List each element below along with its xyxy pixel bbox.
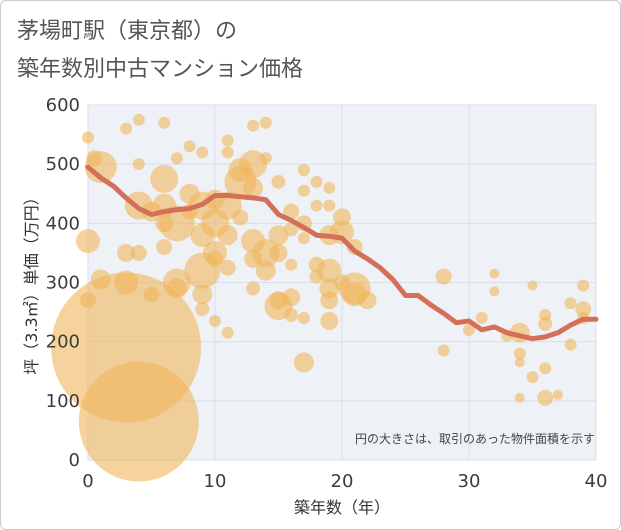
data-bubble <box>283 203 300 220</box>
data-bubble <box>78 361 199 482</box>
data-bubble <box>537 389 554 406</box>
data-bubble <box>475 312 488 324</box>
data-bubble <box>282 288 301 307</box>
data-bubble <box>120 122 133 135</box>
data-bubble <box>317 258 342 283</box>
data-bubble <box>143 286 160 303</box>
bubble-layer <box>51 113 592 482</box>
data-bubble <box>489 286 500 297</box>
chart-title-line2: 築年数別中古マンション価格 <box>17 57 304 82</box>
data-bubble <box>219 259 236 276</box>
y-tick-label: 100 <box>46 391 80 412</box>
data-bubble <box>271 174 286 189</box>
data-bubble <box>84 151 117 184</box>
y-tick-labels: 0 100 200 300 400 500 600 <box>46 95 80 471</box>
x-tick-label: 30 <box>458 471 481 492</box>
data-bubble <box>527 280 538 291</box>
data-bubble <box>156 239 173 255</box>
data-bubble <box>114 270 139 295</box>
data-bubble <box>207 250 223 267</box>
data-bubble <box>166 278 187 299</box>
data-bubble <box>251 238 280 267</box>
x-tick-label: 0 <box>82 471 93 492</box>
data-bubble <box>284 308 299 323</box>
y-tick-label: 200 <box>46 332 80 353</box>
data-bubble <box>310 199 323 212</box>
x-tick-label: 10 <box>204 471 227 492</box>
x-tick-label: 20 <box>331 471 354 492</box>
trend-line <box>85 164 599 342</box>
data-bubble <box>76 229 100 254</box>
data-bubble <box>259 152 272 165</box>
data-bubble <box>564 297 577 310</box>
chart-title-line1: 茅場町駅（東京都）の <box>17 19 238 44</box>
data-bubble <box>221 326 234 339</box>
data-bubble <box>132 113 145 126</box>
data-bubble <box>577 279 590 292</box>
data-bubble <box>435 268 452 285</box>
x-axis-label: 築年数（年） <box>294 498 390 517</box>
data-bubble <box>284 222 299 237</box>
data-bubble <box>158 116 171 129</box>
data-bubble <box>323 181 336 194</box>
data-bubble <box>243 177 264 198</box>
data-bubble <box>183 140 196 153</box>
y-tick-label: 600 <box>46 95 80 116</box>
data-bubble <box>268 225 289 246</box>
data-bubble <box>297 312 310 324</box>
data-bubble <box>259 116 272 129</box>
data-bubble <box>575 301 592 318</box>
data-bubble <box>196 146 209 159</box>
data-bubble <box>221 134 234 147</box>
data-bubble <box>117 243 136 262</box>
data-bubble <box>323 199 336 212</box>
y-tick-label: 500 <box>46 154 80 175</box>
data-bubble <box>552 389 563 400</box>
data-bubble <box>82 131 94 144</box>
y-tick-label: 300 <box>46 273 80 294</box>
data-bubble <box>514 392 525 403</box>
data-bubble <box>489 268 500 279</box>
x-tick-label: 40 <box>585 471 608 492</box>
data-bubble <box>255 260 276 281</box>
data-bubble <box>170 152 183 165</box>
size-note: 円の大きさは、取引のあった物件面積を示す <box>355 431 595 446</box>
x-tick-labels: 0 10 20 30 40 <box>82 471 607 492</box>
data-bubble <box>247 119 260 132</box>
data-bubble <box>564 338 577 351</box>
data-bubble <box>513 347 526 360</box>
data-bubble <box>130 244 147 261</box>
data-bubble <box>358 291 377 310</box>
data-bubble <box>232 209 249 226</box>
data-bubble <box>269 243 288 262</box>
data-bubble <box>150 164 179 193</box>
data-bubble <box>463 323 475 336</box>
y-tick-label: 0 <box>69 450 80 471</box>
data-bubble <box>514 357 525 368</box>
data-bubble <box>320 311 339 330</box>
data-bubble <box>195 302 210 317</box>
data-bubble <box>132 158 145 171</box>
data-bubble <box>285 258 298 271</box>
data-bubble <box>297 164 310 177</box>
data-bubble <box>310 175 323 188</box>
data-bubble <box>209 314 221 327</box>
data-bubble <box>297 184 310 197</box>
data-bubble <box>293 352 314 373</box>
data-bubble <box>320 291 339 310</box>
y-tick-label: 400 <box>46 213 80 234</box>
data-bubble <box>297 232 310 245</box>
data-bubble <box>526 371 539 384</box>
data-bubble <box>192 284 213 305</box>
data-bubble <box>437 344 450 357</box>
data-bubble <box>246 281 261 296</box>
data-bubble <box>221 146 234 159</box>
data-bubble <box>538 316 553 331</box>
data-bubble <box>539 362 552 375</box>
y-axis-label: 坪（3.3㎡）単価（万円） <box>22 189 41 374</box>
data-bubble <box>217 225 238 246</box>
